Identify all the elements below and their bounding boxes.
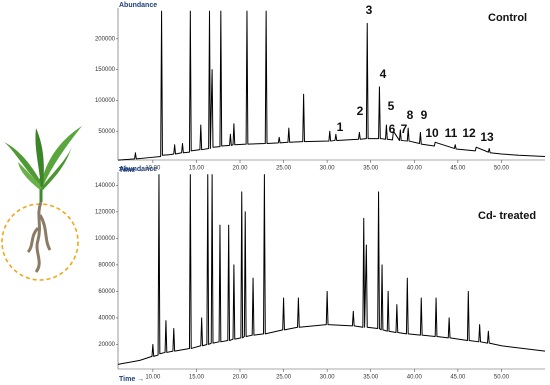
x-tick-label: 40.00	[407, 166, 423, 172]
x-tick-label: 35.00	[363, 375, 379, 381]
peak-label: 6	[389, 122, 396, 136]
y-tick-label: 60000	[98, 289, 115, 295]
peak-label: 8	[407, 108, 414, 122]
x-tick-label: 30.00	[320, 166, 336, 172]
x-axis-label: Time →	[119, 167, 144, 174]
x-tick-label: 20.00	[232, 375, 248, 381]
x-tick-label: 50.00	[494, 166, 510, 172]
y-tick-label: 20000	[98, 342, 115, 348]
peak-label: 12	[462, 126, 476, 140]
x-tick-label: 20.00	[232, 166, 248, 172]
x-tick-label: 50.00	[494, 375, 510, 381]
x-tick-label: 40.00	[407, 375, 423, 381]
peak-label: 13	[480, 130, 494, 144]
peak-label: 10	[425, 126, 439, 140]
x-tick-label: 25.00	[276, 375, 292, 381]
y-tick-label: 80000	[98, 262, 115, 268]
plant-illustration	[1, 126, 82, 281]
peak-label: 5	[388, 99, 395, 113]
peak-label: 7	[401, 122, 408, 136]
x-tick-label: 35.00	[363, 166, 379, 172]
y-tick-label: 140000	[95, 183, 116, 189]
x-tick-label: 30.00	[320, 375, 336, 381]
y-tick-label: 120000	[95, 209, 116, 215]
peak-label: 1	[337, 120, 344, 134]
peak-label: 4	[380, 67, 387, 81]
y-tick-label: 50000	[98, 129, 115, 135]
peak-label: 3	[366, 3, 373, 17]
y-axis-label: Abundance	[119, 2, 157, 9]
x-tick-label: 10.00	[145, 166, 161, 172]
panel-tag: Cd- treated	[478, 210, 536, 222]
y-axis-label: Abundance	[119, 166, 157, 173]
y-tick-label: 200000	[95, 36, 116, 42]
chromatogram-trace	[117, 10, 546, 161]
chromatogram-trace	[117, 174, 546, 365]
y-tick-label: 150000	[95, 67, 116, 73]
y-tick-label: 100000	[95, 236, 116, 242]
y-tick-label: 100000	[95, 98, 116, 104]
x-tick-label: 45.00	[450, 166, 466, 172]
x-axis-label: Time →	[119, 376, 144, 383]
y-tick-label: 40000	[98, 316, 115, 322]
x-tick-label: 25.00	[276, 166, 292, 172]
panel-tag: Control	[488, 12, 527, 24]
peak-label: 11	[445, 126, 458, 140]
x-tick-label: 10.00	[145, 375, 161, 381]
peak-label: 2	[357, 104, 364, 118]
x-tick-label: 15.00	[189, 375, 205, 381]
x-tick-label: 45.00	[450, 375, 466, 381]
x-tick-label: 15.00	[189, 166, 205, 172]
peak-label: 9	[421, 108, 428, 122]
